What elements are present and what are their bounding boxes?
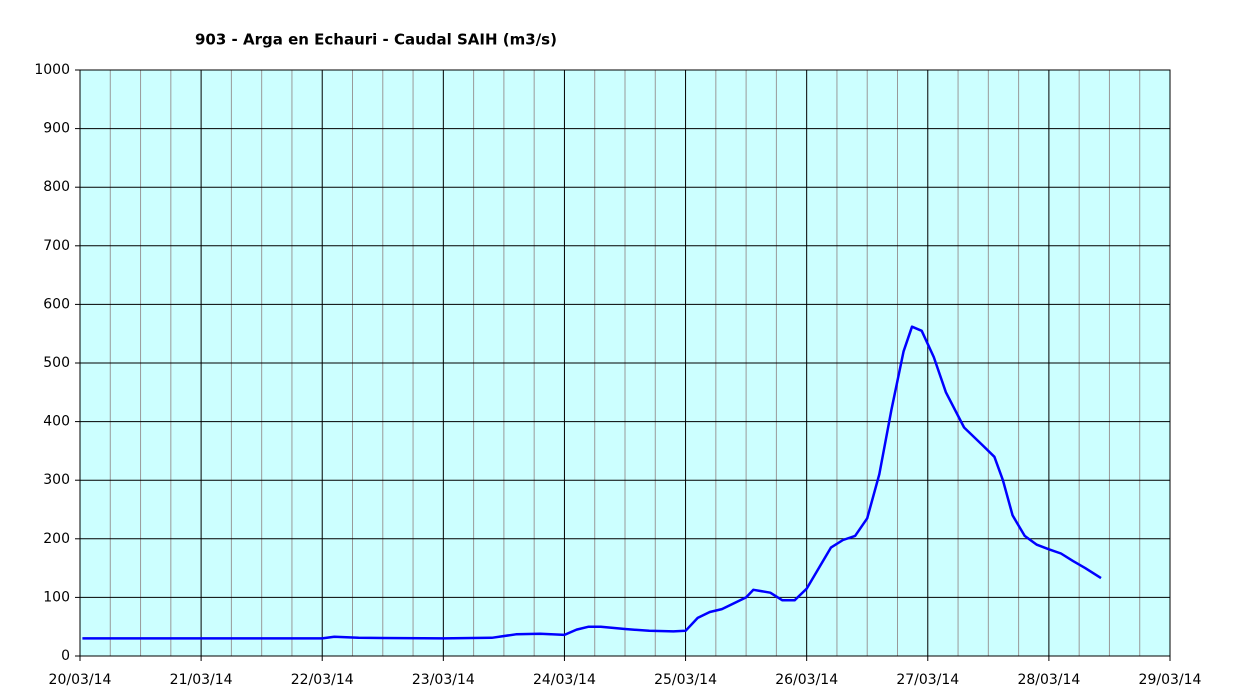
chart-title: 903 - Arga en Echauri - Caudal SAIH (m3/… — [195, 31, 557, 49]
y-tick-label: 800 — [43, 179, 70, 195]
x-tick-label: 24/03/14 — [533, 672, 596, 688]
y-tick-label: 0 — [61, 648, 70, 664]
y-tick-label: 700 — [43, 238, 70, 254]
y-tick-label: 300 — [43, 472, 70, 488]
y-tick-label: 200 — [43, 531, 70, 547]
plot-border — [79, 69, 1171, 657]
x-tick-label: 21/03/14 — [170, 672, 233, 688]
x-tick-label: 22/03/14 — [291, 672, 354, 688]
x-tick-label: 25/03/14 — [654, 672, 717, 688]
y-tick-label: 100 — [43, 589, 70, 605]
x-tick-label: 28/03/14 — [1017, 672, 1080, 688]
y-tick-label: 600 — [43, 296, 70, 312]
x-tick-label: 20/03/14 — [49, 672, 112, 688]
x-tick-label: 26/03/14 — [775, 672, 838, 688]
x-tick-label: 29/03/14 — [1139, 672, 1202, 688]
x-tick-label: 27/03/14 — [896, 672, 959, 688]
x-tick-label: 23/03/14 — [412, 672, 475, 688]
y-tick-label: 400 — [43, 414, 70, 430]
y-tick-label: 500 — [43, 355, 70, 371]
data-line — [82, 325, 1102, 640]
y-tick-label: 1000 — [34, 62, 70, 78]
y-tick-label: 900 — [43, 121, 70, 137]
